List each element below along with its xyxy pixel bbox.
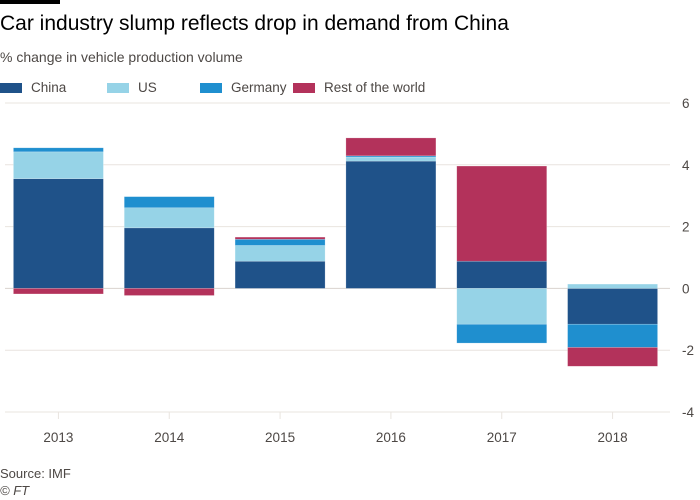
bar-rest-of-the-world-2014: [123, 288, 215, 296]
copyright-note: © FT: [0, 483, 30, 498]
legend-label-china: China: [31, 80, 67, 95]
bar-china-2013: [13, 178, 104, 289]
bar-rest-of-the-world-2013: [13, 288, 104, 295]
bar-germany-2013: [13, 147, 104, 153]
x-tick-label: 2018: [598, 430, 628, 445]
x-tick-label: 2016: [376, 430, 406, 445]
bar-rest-of-the-world-2015: [234, 236, 326, 240]
ft-top-bar: [0, 0, 60, 4]
legend: China US Germany Rest of the world: [0, 80, 425, 95]
bar-us-2018: [567, 283, 658, 289]
legend-swatch-germany: [200, 82, 222, 93]
bar-germany-2015: [234, 238, 326, 246]
source-note: Source: IMF: [0, 466, 71, 481]
x-tick-label: 2013: [43, 430, 73, 445]
legend-item-china: China: [0, 80, 107, 95]
legend-label-germany: Germany: [231, 80, 287, 95]
bar-germany-2014: [123, 196, 215, 209]
bar-us-2013: [13, 151, 104, 180]
legend-swatch-rest-of-world: [293, 82, 315, 93]
bar-germany-2018: [567, 323, 658, 348]
chart-title: Car industry slump reflects drop in dema…: [0, 12, 509, 35]
x-tick-label: 2017: [487, 430, 517, 445]
y-tick-label: 4: [682, 158, 690, 173]
legend-label-us: US: [138, 80, 157, 95]
chart-subtitle: % change in vehicle production volume: [0, 49, 243, 65]
bar-us-2017: [456, 288, 548, 325]
bar-china-2015: [234, 260, 326, 289]
bar-rest-of-the-world-2017: [456, 165, 548, 262]
bar-germany-2017: [456, 323, 548, 344]
bar-us-2014: [123, 207, 215, 229]
legend-item-rest-of-world: Rest of the world: [293, 80, 425, 95]
legend-label-rest-of-world: Rest of the world: [324, 80, 426, 95]
bar-rest-of-the-world-2016: [345, 137, 437, 157]
y-tick-label: 0: [682, 281, 690, 296]
bar-us-2015: [234, 245, 326, 262]
y-tick-label: 6: [682, 96, 690, 111]
bar-china-2016: [345, 160, 437, 289]
bar-china-2018: [567, 288, 658, 325]
y-tick-label: 2: [682, 220, 690, 235]
legend-swatch-china: [0, 82, 22, 93]
bar-rest-of-the-world-2018: [567, 347, 658, 367]
x-tick-label: 2014: [154, 430, 185, 445]
bar-china-2017: [456, 260, 548, 289]
legend-swatch-us: [107, 82, 129, 93]
y-tick-label: -2: [682, 343, 694, 358]
legend-item-germany: Germany: [200, 80, 293, 95]
bar-us-2016: [345, 156, 437, 162]
y-tick-label: -4: [682, 405, 694, 420]
x-tick-label: 2015: [265, 430, 295, 445]
legend-item-us: US: [107, 80, 200, 95]
bar-china-2014: [123, 227, 215, 289]
